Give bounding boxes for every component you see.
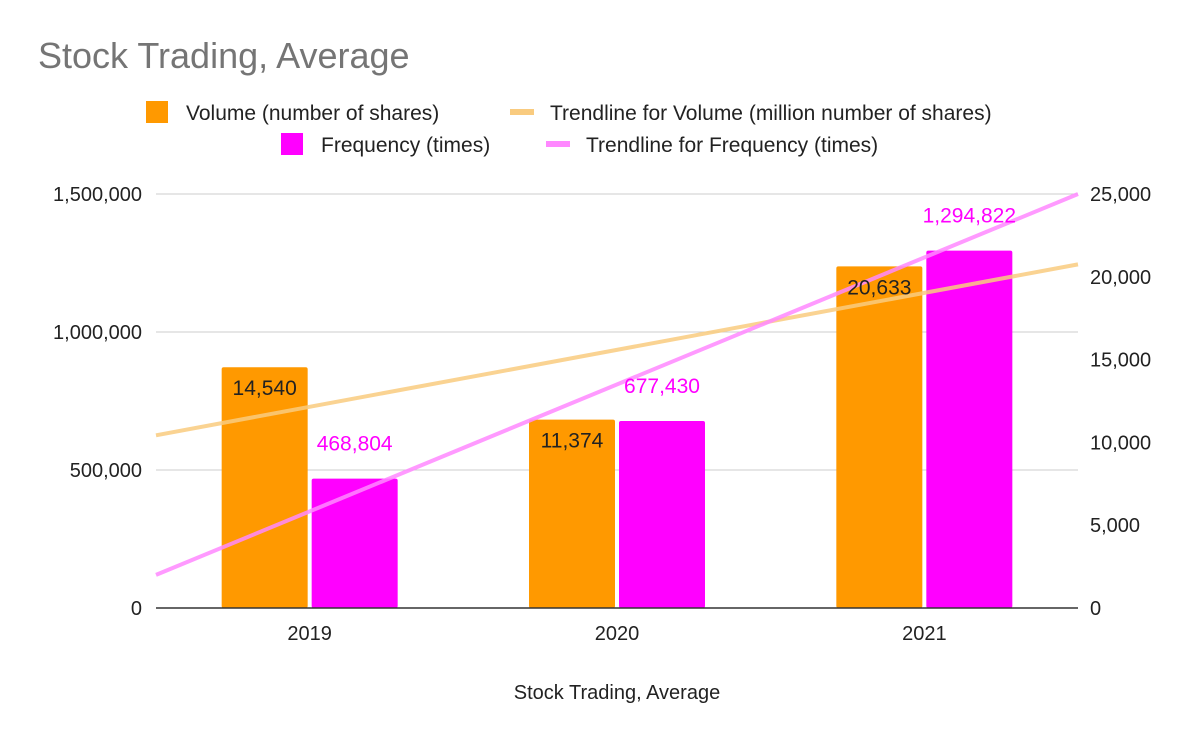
trendline-volume — [155, 262, 1079, 438]
y-right-tick-label: 10,000 — [1090, 432, 1151, 454]
legend-label-volume: Volume (number of shares) — [186, 102, 439, 125]
x-tick-label: 2019 — [287, 623, 332, 645]
data-labels: 14,540 468,804 11,374 677,430 20,633 1,294,82… — [233, 205, 1017, 456]
data-label-frequency-2019: 468,804 — [317, 433, 393, 456]
y-right-tick-label: 20,000 — [1090, 267, 1151, 289]
legend: Volume (number of shares) Trendline for … — [146, 101, 992, 157]
legend-swatch-frequency — [281, 133, 303, 155]
y-left-tick-label: 1,000,000 — [53, 322, 142, 344]
data-label-frequency-2021: 1,294,822 — [923, 205, 1016, 228]
bar-volume-2021 — [836, 266, 923, 608]
bars — [221, 250, 1013, 608]
chart-title: Stock Trading, Average — [38, 35, 410, 76]
x-tick-label: 2020 — [595, 623, 640, 645]
bar-frequency-2021 — [926, 250, 1013, 608]
y-right-tick-label: 25,000 — [1090, 184, 1151, 206]
bar-frequency-2019 — [311, 478, 398, 608]
legend-label-trend-volume: Trendline for Volume (million number of … — [550, 102, 992, 125]
legend-label-frequency: Frequency (times) — [321, 134, 490, 157]
legend-swatch-volume — [146, 101, 168, 123]
x-tick-label: 2021 — [902, 623, 947, 645]
x-axis: 2019 2020 2021 — [156, 607, 1078, 645]
y-right-tick-label: 15,000 — [1090, 350, 1151, 372]
y-left-tick-label: 500,000 — [70, 460, 142, 482]
trendline-frequency — [155, 192, 1079, 577]
y-axis-right: 0 5,000 10,000 15,000 20,000 25,000 — [1090, 184, 1151, 620]
trendlines — [155, 192, 1079, 577]
bar-frequency-2020 — [619, 421, 705, 608]
data-label-volume-2021: 20,633 — [847, 276, 911, 299]
x-axis-title: Stock Trading, Average — [514, 682, 720, 704]
data-label-volume-2019: 14,540 — [233, 377, 297, 400]
y-left-tick-label: 1,500,000 — [53, 184, 142, 206]
y-right-tick-label: 0 — [1090, 598, 1101, 620]
data-label-volume-2020: 11,374 — [541, 430, 604, 453]
data-label-frequency-2020: 677,430 — [624, 375, 700, 398]
bar-volume-2019 — [221, 367, 308, 608]
gridlines — [156, 193, 1078, 471]
legend-label-trend-frequency: Trendline for Frequency (times) — [586, 134, 878, 157]
y-left-tick-label: 0 — [131, 598, 142, 620]
y-right-tick-label: 5,000 — [1090, 515, 1140, 537]
bar-volume-2020 — [529, 419, 615, 608]
y-axis-left: 0 500,000 1,000,000 1,500,000 — [53, 184, 142, 620]
